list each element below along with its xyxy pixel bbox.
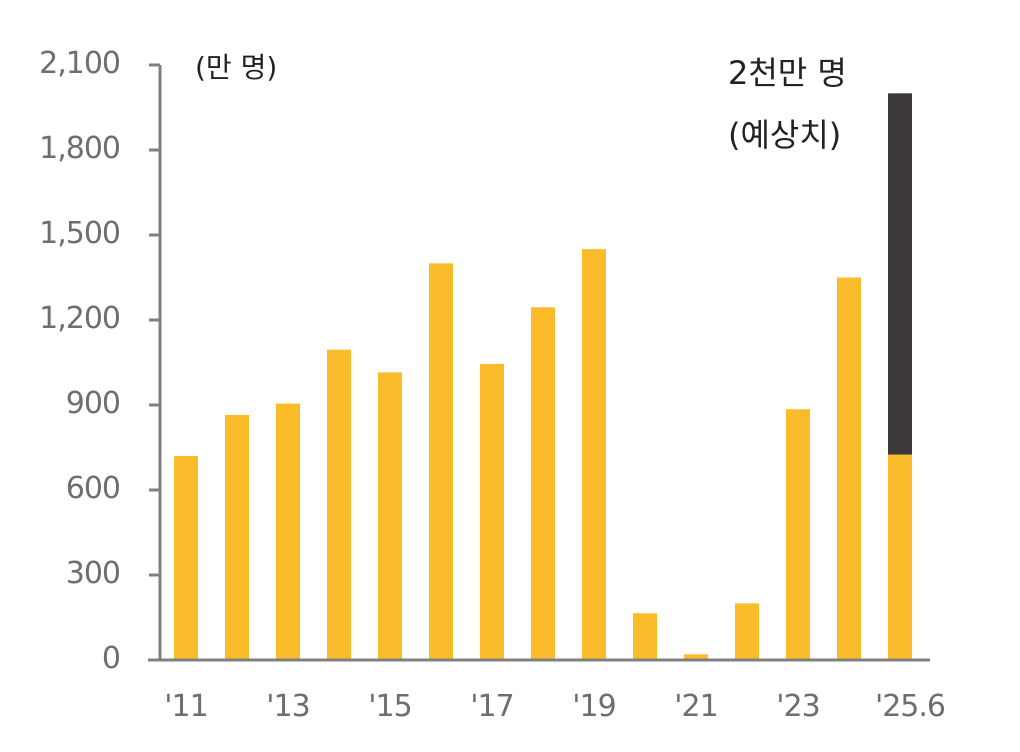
bar-actual <box>174 456 198 660</box>
bar-actual <box>582 249 606 660</box>
y-tick-label: 2,100 <box>39 46 121 81</box>
y-tick-label: 1,200 <box>39 301 121 336</box>
x-tick-label: '13 <box>266 689 310 724</box>
bar-actual <box>786 409 810 660</box>
bar-actual <box>327 349 351 660</box>
bar-actual <box>633 613 657 660</box>
y-tick-label: 0 <box>101 641 121 676</box>
forecast-annotation-line1: 2천만 명 <box>728 54 847 92</box>
bar-actual <box>429 263 453 660</box>
y-tick-label: 900 <box>65 386 121 421</box>
y-tick-label: 600 <box>65 471 121 506</box>
bar-actual <box>531 307 555 660</box>
forecast-annotation-line2: (예상치) <box>728 116 842 154</box>
bar-actual <box>888 454 912 660</box>
bar-actual <box>378 372 402 660</box>
bar-actual <box>276 403 300 660</box>
x-tick-label: '21 <box>674 689 718 724</box>
bar-actual <box>837 277 861 660</box>
x-tick-label: '15 <box>368 689 412 724</box>
bar-actual <box>735 603 759 660</box>
y-tick-label: 1,500 <box>39 216 121 251</box>
unit-label: (만 명) <box>195 51 278 84</box>
y-tick-label: 300 <box>65 556 121 591</box>
y-tick-label: 1,800 <box>39 131 121 166</box>
x-tick-label: '19 <box>572 689 616 724</box>
x-tick-label: '25.6 <box>874 689 946 724</box>
bar-actual <box>225 414 249 660</box>
x-tick-label: '23 <box>776 689 820 724</box>
x-tick-label: '17 <box>470 689 514 724</box>
bar-actual <box>480 363 504 660</box>
x-tick-label: '11 <box>164 689 208 724</box>
bar-actual <box>684 654 708 660</box>
bar-forecast <box>888 93 912 455</box>
